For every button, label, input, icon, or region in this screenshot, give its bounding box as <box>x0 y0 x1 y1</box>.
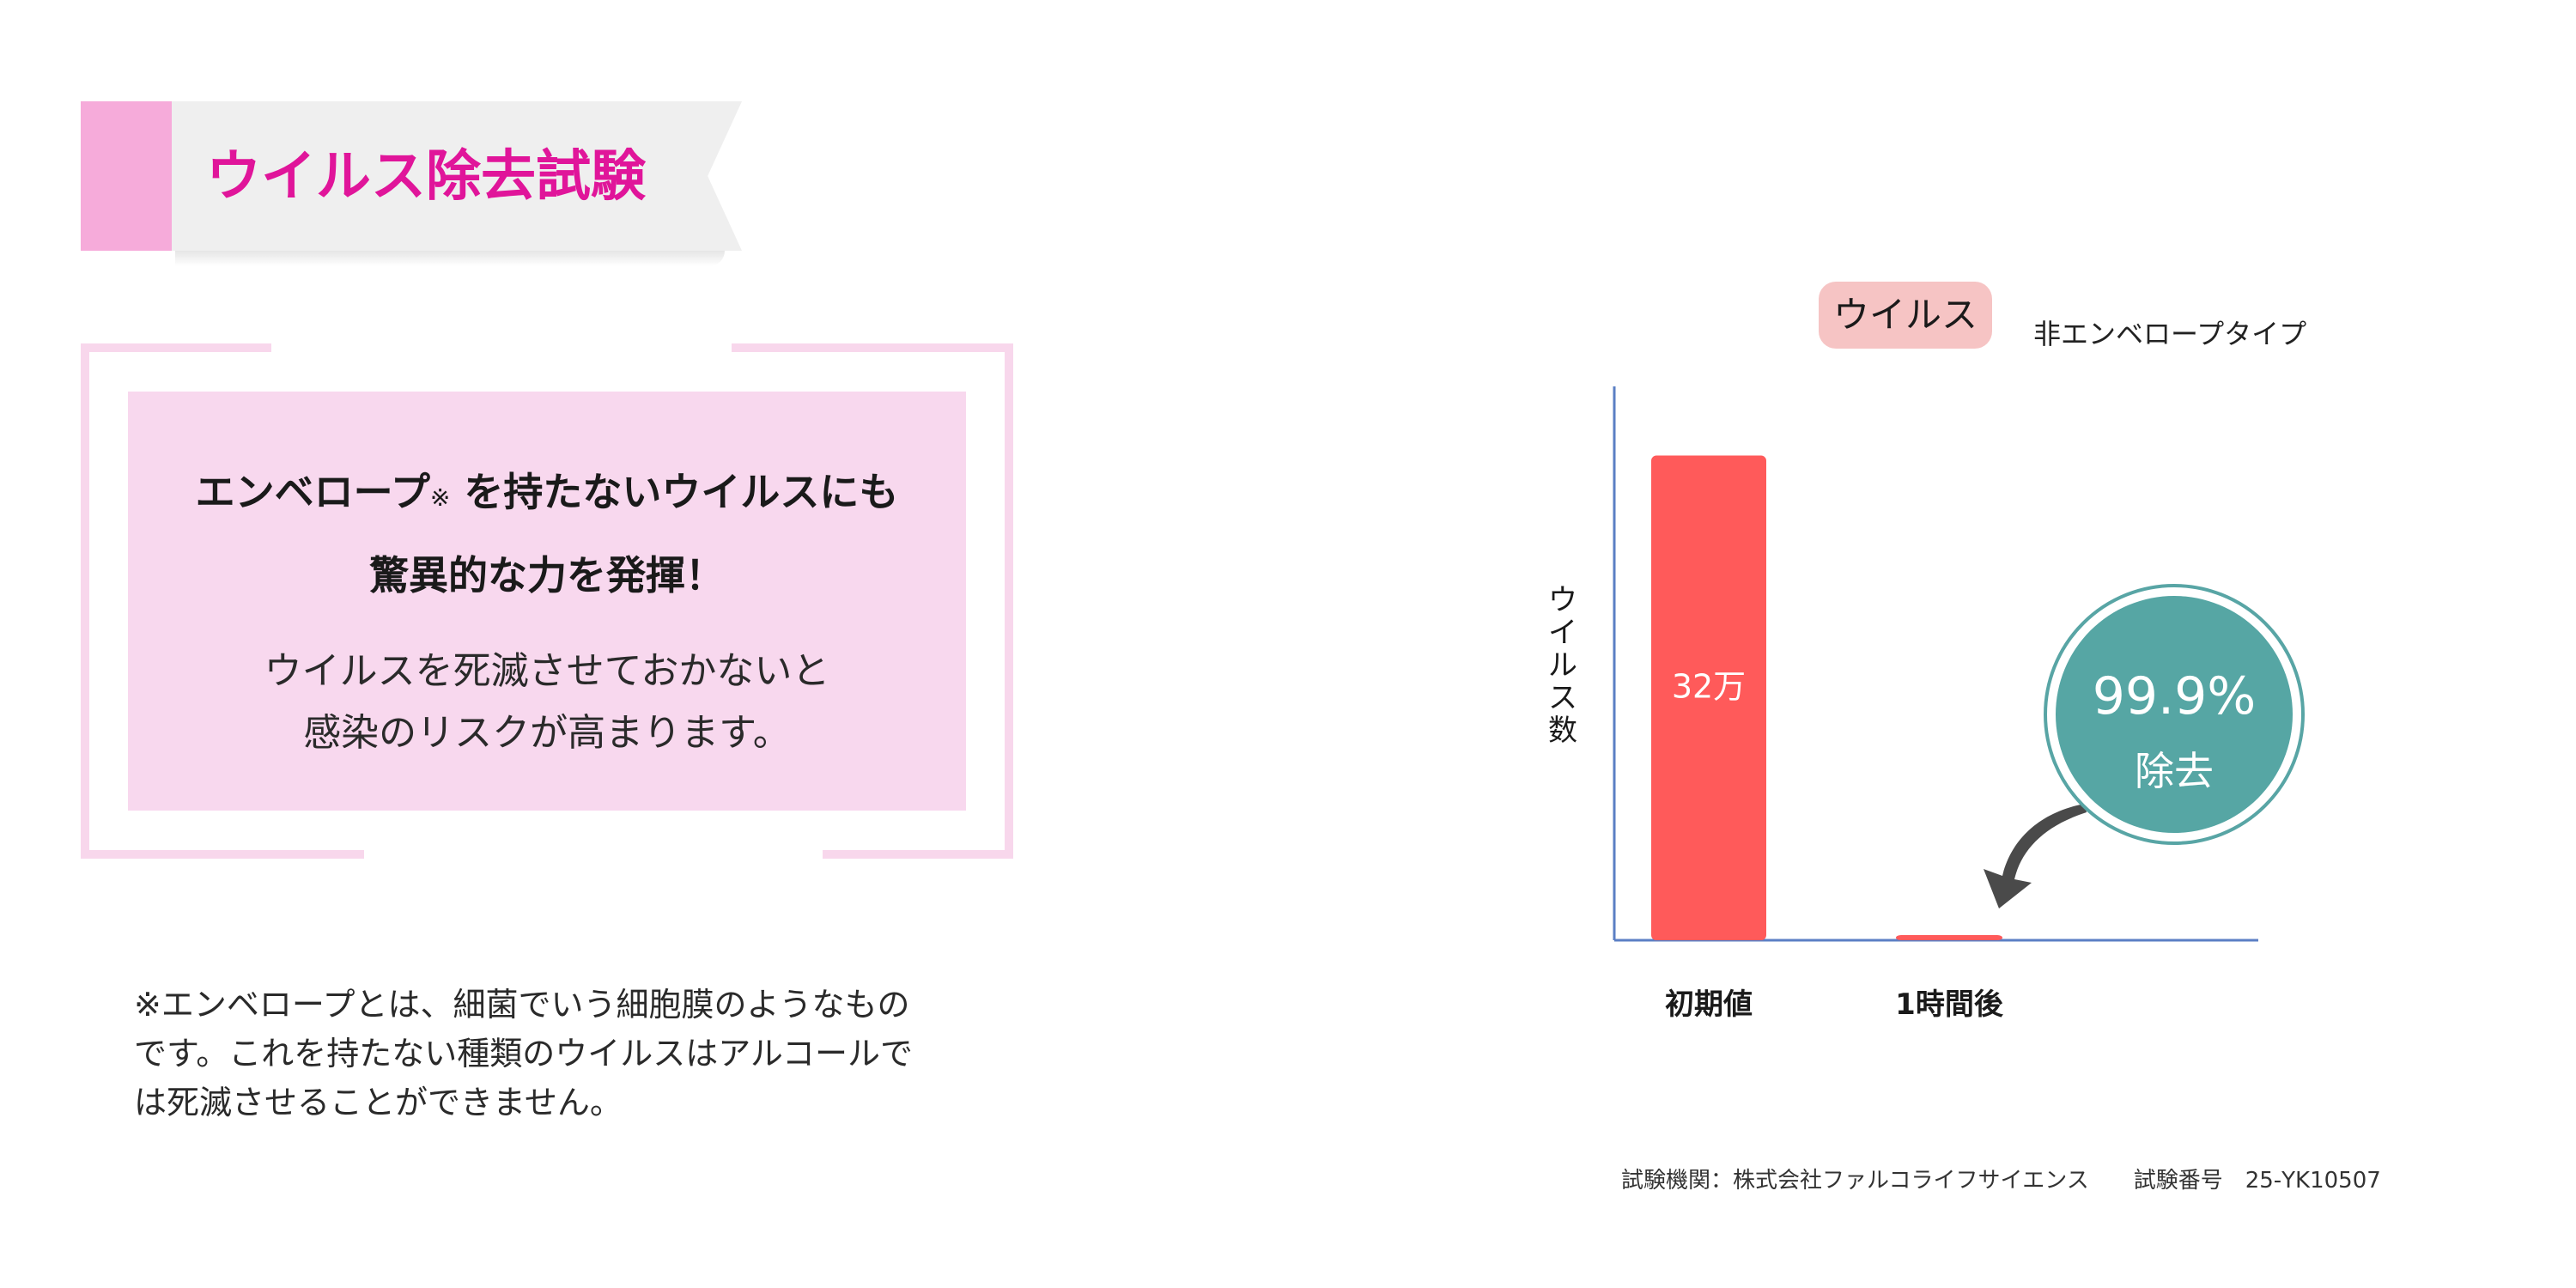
body-line1: ウイルスを死滅させておかないと <box>264 649 830 693</box>
badge-inner-circle: 99.9% 除去 <box>2056 596 2293 833</box>
footnote-line1: ※エンベロープとは、細菌でいう細胞膜のようなもの <box>134 986 910 1024</box>
info-box: エンベロープ※ を持たないウイルスにも 驚異的な力を発揮！ ウイルスを死滅させて… <box>128 392 966 811</box>
info-body: ウイルスを死滅させておかないと 感染のリスクが高まります。 <box>128 641 966 764</box>
bar-2 <box>1896 935 2002 940</box>
page-title: ウイルス除去試験 <box>206 145 646 209</box>
headline-note-mark: ※ <box>429 483 451 512</box>
y-axis-label: ウイルス数 <box>1546 584 1580 747</box>
arrow-icon <box>1984 804 2087 908</box>
y-axis-label-char: ス <box>1548 681 1577 715</box>
title-accent-block <box>81 101 172 251</box>
test-source: 試験機関：株式会社ファルコライフサイエンス 試験番号 25-YK10507 <box>1621 1168 2381 1194</box>
virus-tag: ウイルス <box>1819 282 1992 349</box>
headline-line1-pre: エンベロープ <box>195 469 430 515</box>
body-line2: 感染のリスクが高まります。 <box>303 711 791 755</box>
title-ribbon <box>172 101 742 251</box>
headline-line2: 驚異的な力を発揮！ <box>369 552 725 598</box>
virus-type-label: 非エンベロープタイプ <box>2033 318 2307 350</box>
y-axis-label-char: ウ <box>1548 583 1577 617</box>
category-label-1: 初期値 <box>1665 987 1753 1022</box>
category-label-2: 1時間後 <box>1895 987 2003 1022</box>
info-frame <box>81 343 1013 859</box>
badge-label: 除去 <box>2135 748 2214 794</box>
frame-right-line <box>1005 343 1013 859</box>
arrow-shape <box>1984 804 2087 908</box>
y-axis-label-char: ル <box>1548 648 1577 683</box>
frame-bottom-left-line <box>81 850 364 859</box>
footnote-line3: は死滅させることができません。 <box>134 1084 623 1121</box>
footnote: ※エンベロープとは、細菌でいう細胞膜のようなもの です。これを持たない種類のウイ… <box>134 981 993 1127</box>
headline-line1-post: を持たないウイルスにも <box>450 469 899 515</box>
title-banner: ウイルス除去試験 <box>81 101 742 266</box>
y-axis-label-char: 数 <box>1548 714 1577 748</box>
bar-value-label-1: 32万 <box>1671 667 1747 706</box>
y-axis-label-char: イ <box>1548 616 1577 650</box>
removal-badge: 99.9% 除去 <box>2044 584 2305 845</box>
bar-1 <box>1651 455 1766 940</box>
info-headline: エンベロープ※ を持たないウイルスにも 驚異的な力を発揮！ <box>128 453 966 614</box>
frame-bottom-right-line <box>823 850 1013 859</box>
badge-value: 99.9% <box>2092 666 2257 726</box>
bar-chart <box>1613 386 2258 942</box>
footnote-line2: です。これを持たない種類のウイルスはアルコールで <box>134 1035 914 1072</box>
frame-top-right-line <box>732 343 1013 352</box>
frame-top-left-line <box>81 343 271 352</box>
frame-left-line <box>81 343 89 859</box>
title-shadow <box>175 251 725 266</box>
